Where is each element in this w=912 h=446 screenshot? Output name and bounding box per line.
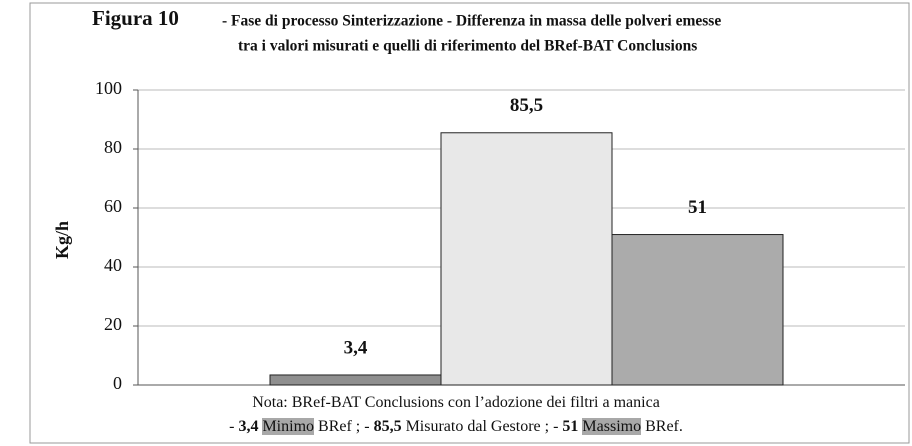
frame xyxy=(29,2,910,444)
note-segment: BRef ; - xyxy=(314,418,374,435)
note: Nota: BRef-BAT Conclusions con l’adozion… xyxy=(252,394,660,411)
y-tick-label: 40 xyxy=(104,255,122,275)
note-segment: 85,5 xyxy=(373,418,402,435)
note-segment: Massimo xyxy=(582,418,642,435)
note-segment: BRef. xyxy=(641,418,683,435)
title-line: - Fase di processo Sinterizzazione - Dif… xyxy=(222,13,721,30)
figure-label: Figura 10 xyxy=(92,6,179,30)
bar xyxy=(611,234,784,386)
note-segment: 3,4 xyxy=(238,418,259,435)
note-segment: Minimo xyxy=(262,418,315,435)
note-segment: - xyxy=(229,418,239,435)
y-axis-label: Kg/h xyxy=(52,221,72,259)
title-line: tra i valori misurati e quelli di riferi… xyxy=(238,38,697,55)
data-label: 85,5 xyxy=(510,95,543,116)
bar xyxy=(440,132,613,386)
note-segment: Misurato dal Gestore ; - xyxy=(401,418,563,435)
y-tick-label: 20 xyxy=(104,314,122,334)
y-tick-label: 100 xyxy=(95,78,122,98)
note-segment: 51 xyxy=(562,418,579,435)
data-label: 3,4 xyxy=(344,337,368,358)
bar xyxy=(269,374,442,386)
data-label: 51 xyxy=(688,197,707,218)
y-tick-label: 60 xyxy=(104,196,122,216)
note-legend: - 3,4 Minimo BRef ; - 85,5 Misurato dal … xyxy=(0,418,912,436)
y-tick-label: 80 xyxy=(104,137,122,157)
y-tick-label: 0 xyxy=(113,373,122,393)
